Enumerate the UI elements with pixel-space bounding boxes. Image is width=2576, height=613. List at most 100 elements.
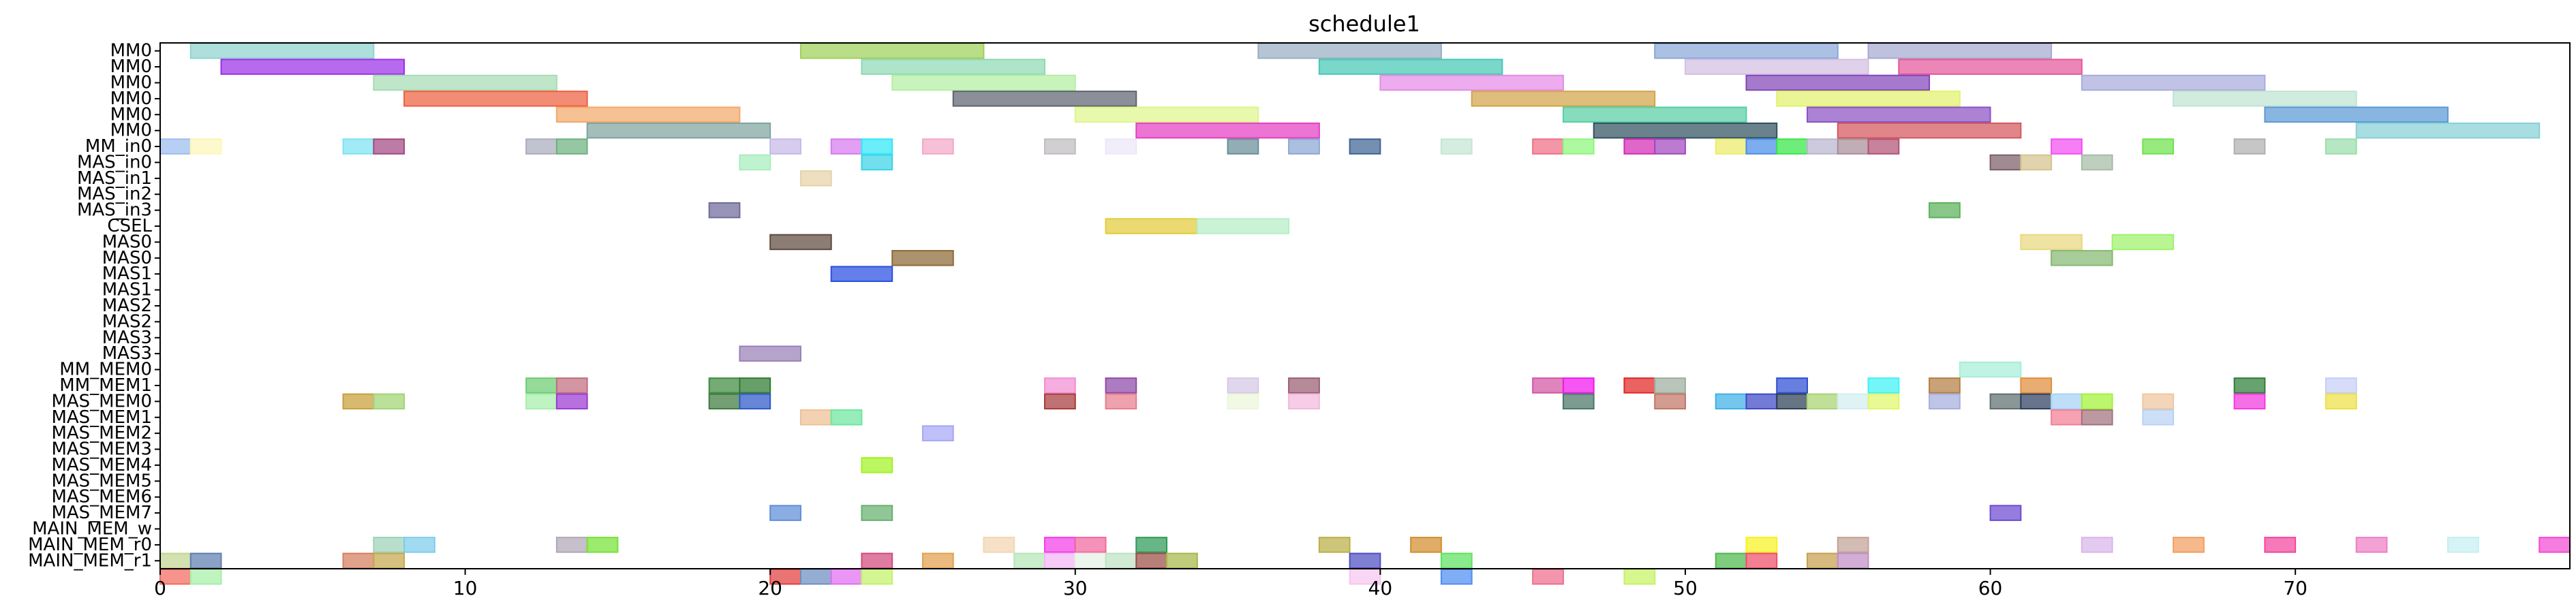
task-bar [1044,537,1076,553]
task-bar [861,59,1046,75]
task-bar [1715,138,1747,155]
task-bar [1776,393,1809,410]
task-bar [1013,552,1046,569]
task-bar [1745,138,1778,155]
task-bar [1440,552,1473,569]
task-bar [1837,552,1869,569]
task-bar [2142,409,2175,426]
task-bar [1532,377,1564,394]
task-bar [1532,568,1564,585]
y-tick-label: MAIN_MEM_r0 [28,535,152,555]
task-bar [1776,91,1961,107]
task-bar [2355,122,2541,139]
task-bar [708,393,741,410]
y-tick-label: MAIN_MEM_r1 [28,550,152,571]
task-bar [1745,393,1778,410]
y-tick-label: MAS0 [102,232,152,252]
task-bar [830,409,863,426]
task-bar [1044,377,1076,394]
x-tick-label: 40 [1368,577,1393,599]
task-bar [2081,154,2113,171]
task-bar [555,138,588,155]
task-bar [1623,377,1656,394]
task-bar [586,122,771,139]
task-bar [2233,393,2266,410]
task-bar [799,170,832,187]
task-bar [1623,138,1656,155]
y-tick-label: MAS_in3 [77,200,152,221]
task-bar [1166,552,1198,569]
y-tick-label: MAS0 [102,248,152,268]
task-bar [1807,393,1839,410]
task-bar [1227,377,1259,394]
task-bar [739,154,771,171]
x-tick-label: 50 [1673,577,1698,599]
task-bar [739,345,801,362]
task-bar [1074,106,1259,123]
task-bar [769,234,832,251]
task-bar [342,552,375,569]
task-bar [586,537,619,553]
task-bar [525,138,557,155]
task-bar [739,393,771,410]
task-bar [799,42,985,59]
task-bar [1044,552,1076,569]
task-bar [1898,59,2083,75]
task-bar [2051,250,2113,266]
task-bar [1959,361,2022,378]
task-bar [2173,537,2205,553]
task-bar [739,377,771,394]
task-bar [2264,537,2297,553]
task-bar [373,74,557,91]
y-tick-label: MAS_in0 [77,152,152,172]
task-bar [373,138,405,155]
task-bar [525,377,557,394]
y-tick-label: MAS2 [102,296,152,316]
task-bar [1654,377,1686,394]
task-bar [525,393,557,410]
task-bar [1867,42,2053,59]
task-bar [1989,505,2022,521]
task-bar [1532,138,1564,155]
task-bar [1715,393,1747,410]
x-tick-label: 30 [1063,577,1088,599]
y-tick-label: MAS_in2 [77,184,152,204]
task-bar [1989,154,2022,171]
task-bar [373,537,405,553]
task-bar [159,138,191,155]
task-bar [1929,202,1961,219]
task-bar [1776,377,1809,394]
task-bar [1105,377,1137,394]
plot-frame [159,42,2571,569]
task-bar [220,59,405,75]
task-bar [2081,409,2113,426]
task-bar [861,457,893,473]
x-tick-label: 10 [453,577,478,599]
y-tick-label: MAS_MEM6 [51,487,152,507]
task-bar [921,425,954,441]
task-bar [1562,138,1595,155]
task-bar [799,409,832,426]
y-tick-label: MAS_MEM0 [51,391,152,411]
task-bar [1867,393,1900,410]
task-bar [861,552,893,569]
task-bar [891,74,1076,91]
task-bar [1227,393,1259,410]
x-tick-label: 60 [1978,577,2003,599]
task-bar [2020,377,2053,394]
task-bar [1044,393,1076,410]
task-bar [1654,42,1839,59]
task-bar [342,393,375,410]
task-bar [861,138,893,155]
task-bar [189,138,222,155]
y-tick-label: MM_in0 [85,136,152,157]
y-tick-label: MM_MEM1 [59,375,152,396]
task-bar [1837,537,1869,553]
task-bar [555,393,588,410]
task-bar [1929,377,1961,394]
task-bar [1410,537,1442,553]
task-bar [1349,138,1381,155]
y-tick-label: MM_MEM0 [59,360,152,380]
task-bar [861,505,893,521]
